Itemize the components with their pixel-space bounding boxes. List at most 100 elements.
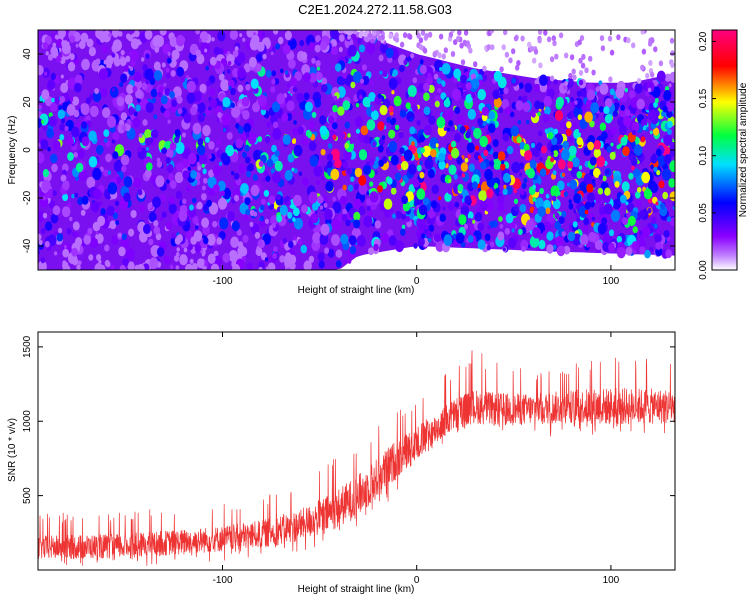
spectrogram-cell [407, 85, 417, 98]
spectrogram-cell [231, 171, 235, 176]
spectrogram-cell [133, 111, 138, 117]
spectrogram-cell [62, 260, 67, 266]
spectrogram-cell [529, 45, 534, 52]
spectrogram-cell [642, 226, 651, 238]
spectrogram-cell [603, 193, 611, 204]
spectrogram-cell [371, 110, 379, 121]
spectrogram-cell [293, 168, 298, 174]
spectrogram-cell [149, 257, 159, 270]
spectrogram-cell [541, 145, 547, 154]
spectrogram-cell [66, 136, 75, 146]
spectrogram-cell [551, 136, 558, 146]
spectrogram-cell [120, 237, 130, 250]
spectrogram-cell [66, 104, 76, 116]
spectrogram-cell [112, 151, 119, 160]
spectrogram-cell [285, 252, 292, 261]
spectrogram-cell [123, 192, 131, 202]
spectrogram-cell [588, 231, 597, 243]
spectrogram-cell [279, 204, 288, 216]
spectrogram-cell [293, 111, 296, 116]
spectrogram-cell [198, 38, 202, 43]
spectrogram-cell [378, 159, 385, 167]
spectrogram-cell [648, 109, 657, 122]
spectrogram-cell [302, 177, 309, 187]
spectrogram-panel: -100 0 100 -40 -20 0 20 40 Height of straight … [7, 29, 676, 296]
spectrogram-cell [498, 107, 503, 114]
spectrogram-cell [151, 97, 157, 104]
y-tick-label: 500 [22, 487, 33, 504]
spectrogram-cell [332, 201, 342, 214]
spectrogram-cell [125, 55, 131, 63]
spectrogram-cell [521, 95, 528, 103]
spectrogram-cell [290, 77, 298, 87]
spectrogram-cell [196, 258, 205, 269]
spectrogram-cell [435, 143, 439, 148]
y-tick-label: -40 [22, 238, 33, 253]
spectrogram-cell [523, 177, 528, 183]
spectrogram-cell [286, 200, 292, 207]
spectrogram-cell [244, 197, 251, 206]
spectrogram-cell [183, 113, 192, 124]
spectrogram-cell [554, 110, 564, 121]
spectrogram-cell [464, 195, 472, 205]
spectrogram-cell [419, 160, 423, 166]
spectrogram-cell [188, 244, 193, 251]
spectrogram-cell [599, 122, 607, 131]
spectrogram-cell [130, 210, 137, 218]
spectrogram-cell [209, 98, 217, 109]
spectrogram-cell [592, 178, 596, 183]
spectrogram-cell [509, 111, 515, 118]
spectrogram-cell [663, 89, 671, 100]
spectrogram-cell [534, 100, 542, 110]
spectrogram-cell [287, 153, 295, 163]
spectrogram-cell [174, 171, 184, 184]
spectrogram-cell [524, 82, 533, 93]
spectrogram-cell [237, 125, 244, 134]
spectrogram-cell [108, 32, 112, 38]
spectrogram-cell [312, 202, 319, 211]
spectrogram-cell [500, 163, 506, 171]
spectrogram-cell [395, 210, 402, 219]
spectrogram-cell [377, 35, 382, 42]
spectrogram-cell [436, 216, 440, 221]
spectrogram-cell [44, 240, 50, 248]
spectrogram-cell [272, 128, 282, 140]
spectrogram-cell [478, 155, 482, 160]
spectrogram-cell [171, 49, 180, 60]
spectrogram-cell [350, 81, 356, 89]
spectrogram-cell [665, 249, 673, 259]
spectrogram-cell [276, 194, 281, 201]
spectrogram-cell [554, 53, 559, 60]
spectrogram-cell [374, 170, 378, 176]
colorbar-tick-label: 0.15 [698, 88, 709, 108]
spectrogram-cell [152, 196, 161, 208]
spectrogram-cell [331, 234, 340, 246]
spectrogram-cell [220, 190, 225, 196]
spectrogram-cell [655, 148, 662, 157]
spectrogram-cell [427, 169, 435, 179]
spectrogram-cell [358, 44, 366, 53]
spectrogram-cell [626, 37, 631, 44]
spectrogram-cell [569, 179, 578, 190]
spectrogram-cell [258, 160, 264, 167]
spectrogram-cell [242, 37, 246, 42]
spectrogram-cell [279, 255, 286, 263]
spectrogram-cell [558, 144, 563, 150]
spectrogram-cell [572, 221, 578, 228]
spectrogram-cell [64, 125, 69, 132]
spectrogram-cell [339, 30, 344, 34]
spectrogram-cell [175, 190, 183, 200]
spectrogram-cell [656, 228, 661, 235]
spectrogram-cells [38, 30, 675, 270]
spectrogram-cell [431, 184, 439, 195]
spectrogram-cell [292, 86, 298, 93]
spectrogram-cell [64, 244, 67, 249]
spectrogram-cell [291, 138, 297, 144]
spectrogram-cell [598, 106, 604, 113]
spectrogram-cell [53, 251, 58, 256]
spectrogram-cell [270, 51, 274, 56]
x-tick-label: 100 [603, 575, 620, 586]
spectrogram-cell [369, 181, 374, 187]
spectrogram-cell [436, 116, 446, 129]
spectrogram-cell [161, 211, 167, 218]
